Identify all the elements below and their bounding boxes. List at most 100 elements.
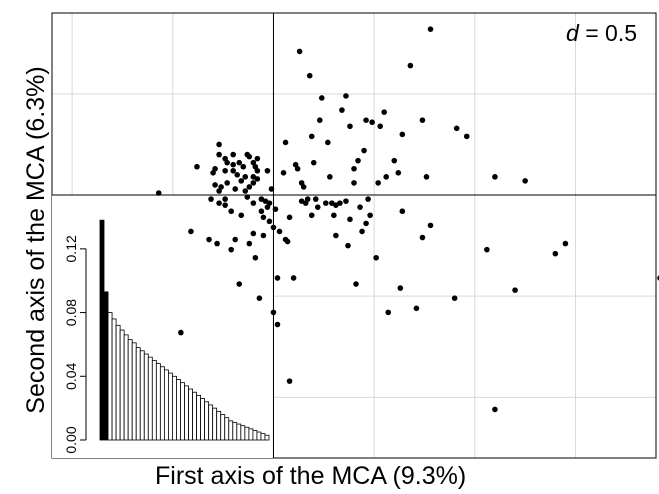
inset-bar — [99, 219, 105, 441]
scatter-point — [260, 214, 267, 221]
scatter-point — [304, 196, 311, 202]
inset-bar — [155, 363, 161, 441]
scatter-point — [492, 406, 498, 413]
inset-bar — [135, 347, 141, 441]
inset-bar — [228, 420, 234, 441]
inset-bar — [151, 359, 157, 441]
scatter-point — [314, 204, 321, 210]
scatter-point — [343, 198, 349, 204]
scatter-point — [308, 133, 315, 140]
inset-bar — [208, 404, 214, 441]
scatter-point — [423, 174, 430, 180]
scatter-point — [357, 204, 363, 210]
inset-bar — [244, 426, 250, 441]
inset-bar — [204, 401, 210, 441]
scatter-point — [363, 220, 369, 227]
scatter-point — [351, 180, 357, 186]
scatter-point — [250, 200, 257, 206]
scatter-point — [373, 254, 379, 261]
inset-bar — [192, 391, 197, 441]
scatter-point — [222, 202, 228, 208]
scatter-point — [246, 184, 253, 190]
inset-bar — [212, 407, 218, 441]
scatter-point — [178, 329, 184, 336]
scatter-point — [216, 141, 222, 148]
scatter-point — [327, 174, 333, 180]
inset-bar — [119, 329, 125, 441]
inset-bar — [131, 342, 137, 441]
scatter-point — [282, 236, 289, 243]
scatter-point — [345, 242, 351, 249]
scatter-point — [395, 169, 402, 176]
scatter-point — [258, 208, 265, 215]
scatter-point — [240, 163, 247, 170]
scatter-point — [290, 275, 297, 281]
scatter-point — [399, 131, 406, 138]
inset-bar — [260, 433, 266, 441]
scatter-point — [286, 214, 293, 221]
inset-bar — [188, 388, 193, 441]
scatter-point — [484, 246, 490, 253]
scatter-point — [232, 236, 239, 243]
scatter-point — [280, 169, 287, 176]
scatter-point — [238, 212, 245, 219]
scatter-point — [236, 159, 243, 166]
scatter-point — [256, 295, 263, 302]
scatter-point — [216, 200, 222, 206]
scatter-point — [339, 107, 345, 113]
grid-scale-symbol: d — [566, 20, 579, 46]
scatter-point — [266, 218, 273, 225]
inset-bar — [107, 312, 113, 441]
scatter-point — [244, 194, 251, 200]
scatter-point — [212, 182, 218, 188]
scatter-point — [381, 109, 388, 115]
scatter-point — [347, 216, 353, 223]
inset-bar — [196, 394, 201, 441]
scatter-point — [224, 180, 230, 186]
inset-bar — [256, 431, 262, 441]
scatter-point — [363, 117, 369, 124]
scatter-point — [306, 72, 313, 79]
scatter-point — [312, 196, 319, 202]
scatter-point — [232, 186, 239, 192]
inset-y-tick-label: 0.08 — [63, 299, 79, 326]
scatter-point — [224, 159, 230, 166]
scatter-point — [194, 163, 200, 170]
scatter-point — [562, 240, 569, 247]
inset-bar — [139, 350, 145, 441]
scatter-point — [463, 133, 470, 140]
scatter-point — [292, 161, 299, 168]
inset-bar — [176, 379, 181, 441]
scatter-point — [343, 93, 349, 99]
scatter-point — [552, 250, 559, 257]
scatter-point — [407, 62, 414, 69]
scatter-point — [512, 287, 518, 293]
scatter-point — [242, 188, 249, 194]
grid-scale-label: d = 0.5 — [566, 20, 637, 47]
scatter-point — [230, 161, 236, 168]
scatter-point — [264, 167, 271, 174]
scatter-point — [254, 176, 261, 182]
scatter-point — [413, 305, 420, 312]
scatter-point — [397, 285, 404, 291]
inset-bar — [111, 318, 117, 441]
inset-bar — [200, 398, 206, 441]
scatter-point — [369, 119, 375, 126]
scatter-point — [252, 254, 259, 261]
inset-bar — [236, 423, 242, 441]
inset-y-tick-label: 0.00 — [63, 426, 79, 453]
scatter-point — [206, 236, 212, 243]
inset-bar — [168, 372, 173, 441]
scatter-point — [419, 234, 426, 241]
scatter-point — [296, 48, 303, 55]
inset-bar — [180, 382, 185, 441]
inset-bar — [224, 417, 230, 441]
scatter-point — [155, 190, 162, 196]
inset-bar — [240, 425, 246, 441]
scatter-point — [234, 172, 241, 178]
scatter-point — [331, 212, 337, 219]
scatter-point — [522, 178, 528, 184]
scatter-point — [222, 167, 228, 174]
scatter-point — [427, 26, 434, 32]
